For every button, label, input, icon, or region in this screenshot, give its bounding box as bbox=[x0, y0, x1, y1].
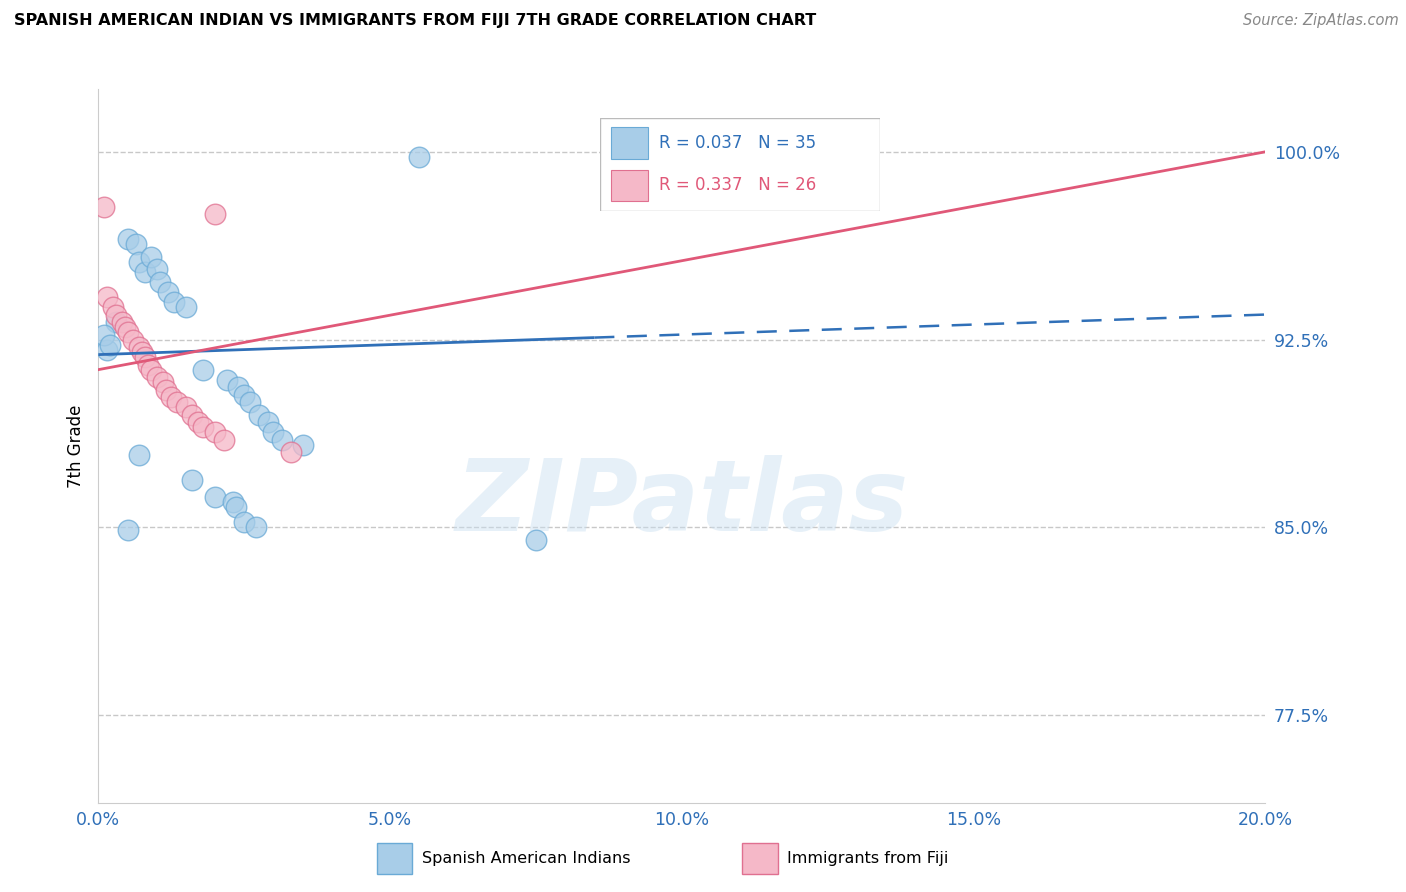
Point bbox=[204, 207, 226, 221]
Point bbox=[155, 383, 177, 397]
Point bbox=[233, 516, 256, 530]
Point bbox=[291, 438, 314, 452]
Point bbox=[125, 237, 148, 252]
Bar bbox=[612, 127, 648, 159]
Point bbox=[98, 337, 121, 351]
Point bbox=[180, 408, 202, 422]
Point bbox=[146, 370, 169, 384]
Point bbox=[233, 387, 256, 401]
Point bbox=[152, 375, 174, 389]
Point bbox=[247, 408, 270, 422]
Point bbox=[225, 500, 247, 515]
Point bbox=[93, 327, 115, 342]
Point bbox=[408, 150, 430, 164]
Point bbox=[101, 300, 124, 314]
Point bbox=[239, 395, 262, 409]
Point bbox=[280, 445, 302, 459]
Point bbox=[111, 315, 134, 329]
Point bbox=[128, 255, 150, 269]
Point bbox=[104, 315, 127, 329]
Point bbox=[128, 448, 150, 462]
Bar bbox=[612, 169, 648, 202]
Point bbox=[228, 380, 250, 394]
Point bbox=[187, 415, 209, 429]
Point bbox=[166, 395, 188, 409]
Point bbox=[117, 523, 139, 537]
Point bbox=[114, 320, 136, 334]
Point bbox=[256, 415, 278, 429]
Point bbox=[134, 265, 156, 279]
Point bbox=[96, 290, 118, 304]
Point bbox=[193, 420, 215, 434]
Point bbox=[758, 157, 780, 171]
Point bbox=[139, 250, 162, 264]
Text: R = 0.337   N = 26: R = 0.337 N = 26 bbox=[659, 177, 817, 194]
Point bbox=[122, 333, 145, 347]
Point bbox=[146, 262, 169, 277]
Text: ZIPatlas: ZIPatlas bbox=[456, 455, 908, 551]
Text: R = 0.037   N = 35: R = 0.037 N = 35 bbox=[659, 134, 815, 152]
Point bbox=[180, 473, 202, 487]
Point bbox=[204, 491, 226, 505]
Point bbox=[262, 425, 284, 440]
Point bbox=[221, 495, 243, 509]
Point bbox=[139, 362, 162, 376]
Point bbox=[212, 433, 235, 447]
Point bbox=[204, 425, 226, 440]
Point bbox=[271, 433, 294, 447]
Point bbox=[245, 520, 267, 534]
Point bbox=[96, 343, 118, 357]
Point bbox=[193, 362, 215, 376]
Point bbox=[117, 325, 139, 339]
Point bbox=[163, 295, 186, 310]
Point bbox=[157, 285, 180, 299]
Point bbox=[117, 232, 139, 246]
Point bbox=[104, 308, 127, 322]
Text: Source: ZipAtlas.com: Source: ZipAtlas.com bbox=[1243, 13, 1399, 29]
Point bbox=[174, 300, 197, 314]
Text: Spanish American Indians: Spanish American Indians bbox=[422, 852, 630, 866]
Point bbox=[160, 390, 183, 404]
Text: Immigrants from Fiji: Immigrants from Fiji bbox=[787, 852, 949, 866]
Point bbox=[136, 358, 159, 372]
Point bbox=[128, 340, 150, 354]
Point bbox=[134, 350, 156, 364]
Point bbox=[149, 275, 172, 289]
Text: SPANISH AMERICAN INDIAN VS IMMIGRANTS FROM FIJI 7TH GRADE CORRELATION CHART: SPANISH AMERICAN INDIAN VS IMMIGRANTS FR… bbox=[14, 13, 817, 29]
Point bbox=[93, 200, 115, 214]
Point bbox=[174, 400, 197, 414]
Point bbox=[215, 373, 238, 387]
Point bbox=[524, 533, 547, 547]
Point bbox=[131, 345, 153, 359]
Y-axis label: 7th Grade: 7th Grade bbox=[66, 404, 84, 488]
